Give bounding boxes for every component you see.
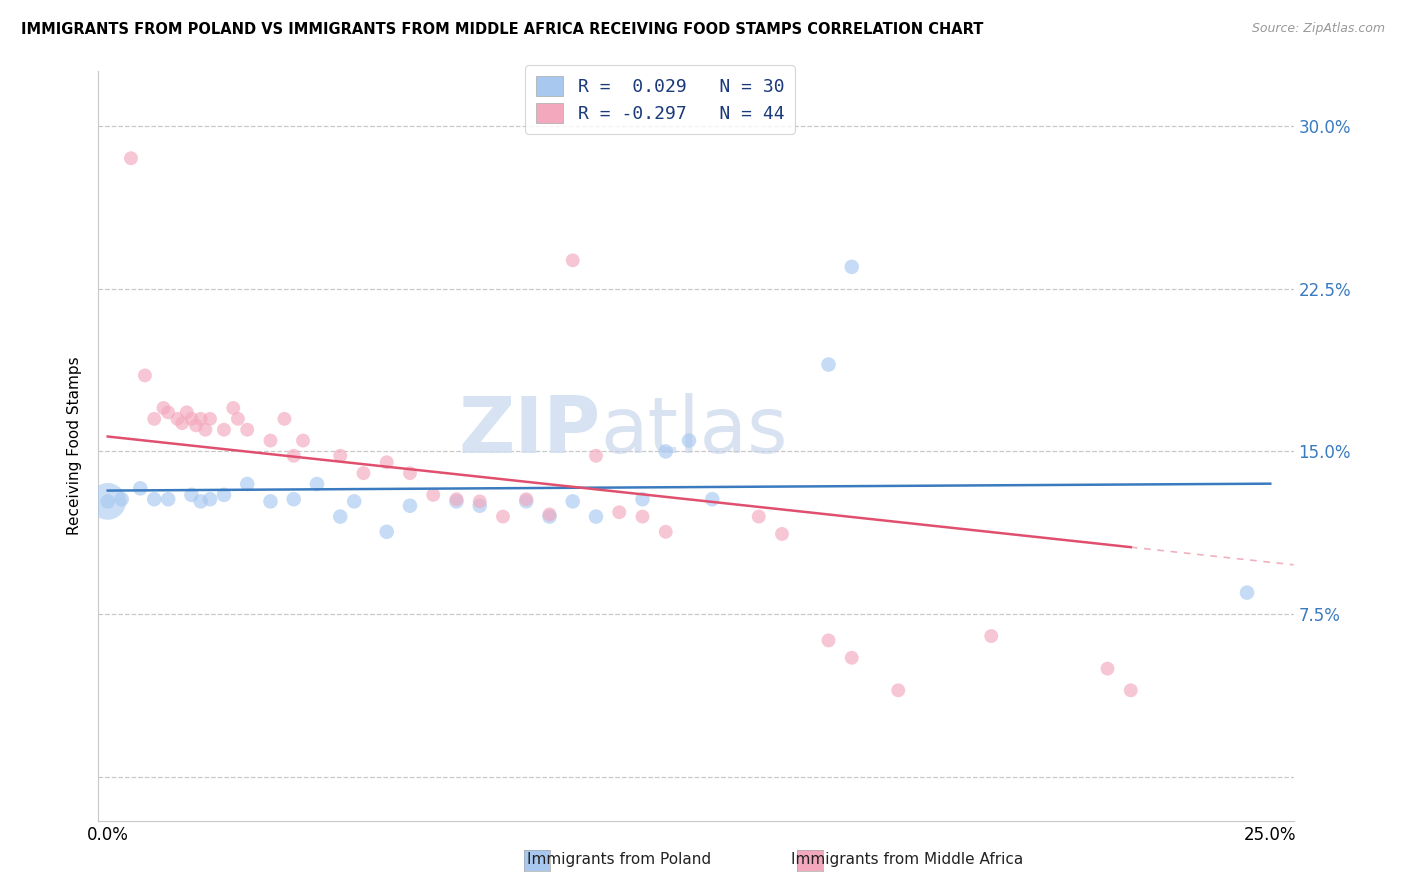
Point [1236,585,1258,599]
Point [97,494,120,508]
Point [375,455,398,469]
Point [129,481,152,495]
Point [222,401,245,415]
Point [305,477,328,491]
Point [422,488,444,502]
Point [492,509,515,524]
Point [198,492,221,507]
Point [143,492,166,507]
Point [655,444,678,458]
Point [399,466,422,480]
Point [585,449,607,463]
Point [817,633,839,648]
Point [190,412,212,426]
Text: Source: ZipAtlas.com: Source: ZipAtlas.com [1251,22,1385,36]
Point [748,509,770,524]
Point [538,508,561,522]
Point [283,492,305,507]
Point [1097,662,1119,676]
Point [143,412,166,426]
Point [259,494,281,508]
Point [236,477,259,491]
Point [259,434,281,448]
Point [134,368,156,383]
Point [176,405,198,419]
Point [329,509,352,524]
Point [631,492,654,507]
Point [152,401,174,415]
Point [887,683,910,698]
Point [184,418,207,433]
Point [607,505,630,519]
Point [172,416,194,430]
Point [111,492,134,507]
Point [1119,683,1142,698]
Text: atlas: atlas [600,393,787,469]
Point [561,253,583,268]
Point [770,527,793,541]
Point [292,434,315,448]
Point [329,449,352,463]
Point [157,492,180,507]
Point [375,524,398,539]
Point [236,423,259,437]
Point [353,466,375,480]
Point [655,524,678,539]
Y-axis label: Receiving Food Stamps: Receiving Food Stamps [67,357,83,535]
Point [190,494,212,508]
Point [446,494,468,508]
Point [817,358,839,372]
Point [585,509,607,524]
Point [538,509,561,524]
Point [226,412,249,426]
Point [166,412,188,426]
Point [515,494,537,508]
Point [120,151,142,165]
Point [702,492,724,507]
Point [561,494,583,508]
Point [273,412,295,426]
Point [180,412,202,426]
Point [399,499,422,513]
Point [446,492,468,507]
Point [841,650,863,665]
Legend: R =  0.029   N = 30, R = -0.297   N = 44: R = 0.029 N = 30, R = -0.297 N = 44 [526,65,794,134]
Point [283,449,305,463]
Point [157,405,180,419]
Text: Immigrants from Middle Africa: Immigrants from Middle Africa [790,852,1024,867]
Text: IMMIGRANTS FROM POLAND VS IMMIGRANTS FROM MIDDLE AFRICA RECEIVING FOOD STAMPS CO: IMMIGRANTS FROM POLAND VS IMMIGRANTS FRO… [21,22,983,37]
Point [343,494,366,508]
Text: Immigrants from Poland: Immigrants from Poland [527,852,710,867]
Point [194,423,217,437]
Text: ZIP: ZIP [458,393,600,469]
Point [515,492,537,507]
Point [980,629,1002,643]
Point [468,499,491,513]
Point [212,423,235,437]
Point [97,494,120,508]
Point [678,434,700,448]
Point [198,412,221,426]
Point [180,488,202,502]
Point [212,488,235,502]
Point [468,494,491,508]
Point [631,509,654,524]
Point [841,260,863,274]
